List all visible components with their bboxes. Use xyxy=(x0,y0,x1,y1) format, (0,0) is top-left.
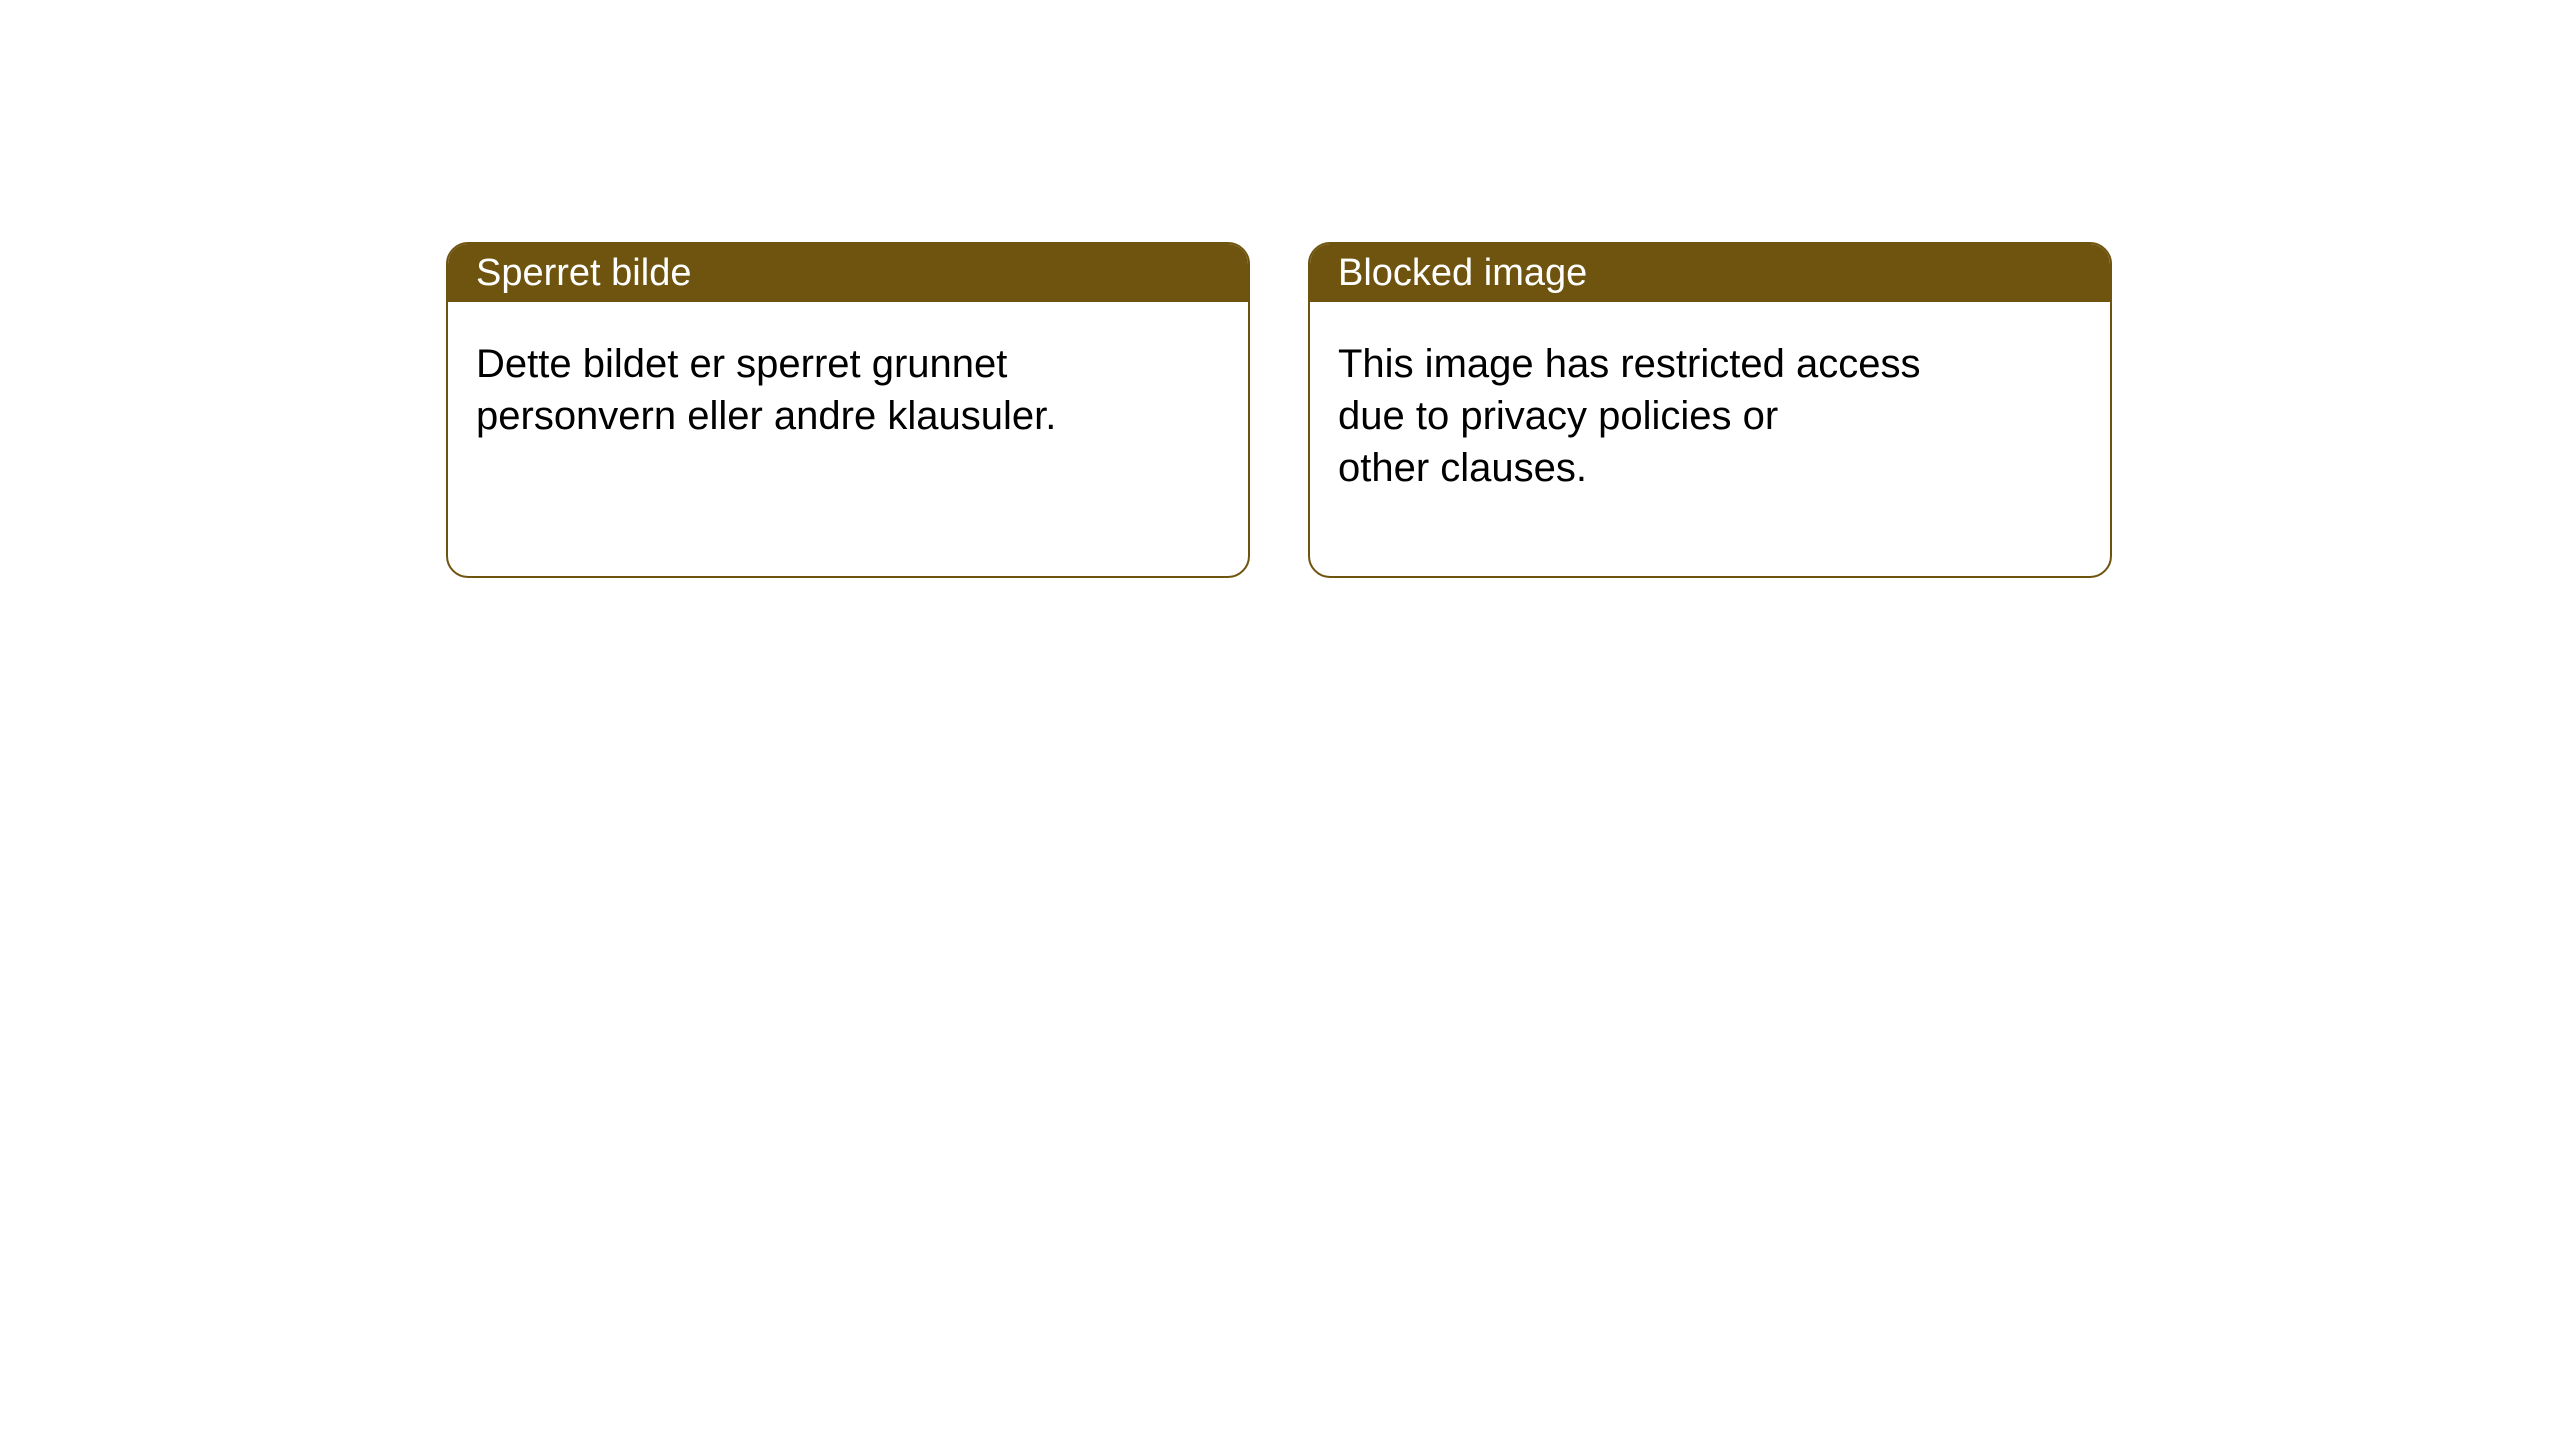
notice-card-en: Blocked image This image has restricted … xyxy=(1308,242,2112,578)
notice-card-no: Sperret bilde Dette bildet er sperret gr… xyxy=(446,242,1250,578)
notice-card-title: Blocked image xyxy=(1310,244,2110,302)
notice-container: Sperret bilde Dette bildet er sperret gr… xyxy=(0,0,2560,578)
notice-card-title: Sperret bilde xyxy=(448,244,1248,302)
notice-card-body: This image has restricted access due to … xyxy=(1310,302,2110,494)
notice-card-body: Dette bildet er sperret grunnet personve… xyxy=(448,302,1248,442)
